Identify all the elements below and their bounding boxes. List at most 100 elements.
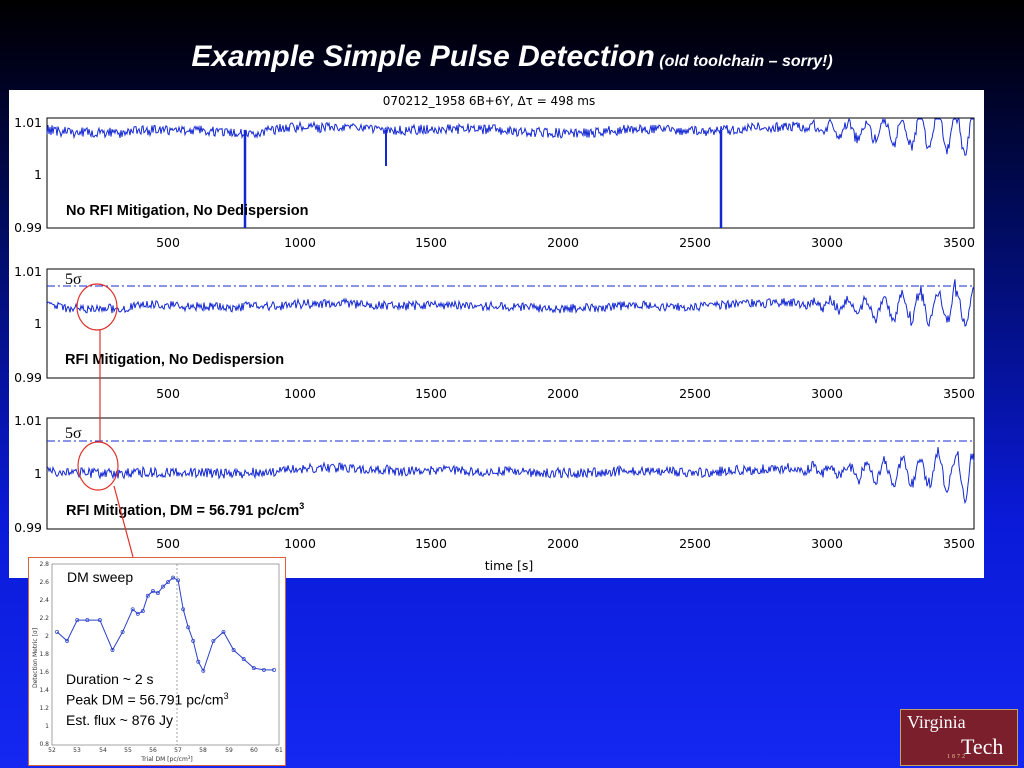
callout-circle-panel3	[77, 441, 119, 491]
dm-sweep-point	[130, 607, 135, 612]
dm-sweep-inset: 2.8 2.6 2.4 2.2 2 1.8 1.6 1.4 1.2 1 0.8 …	[28, 557, 286, 766]
p2-xtick: 1500	[415, 386, 447, 401]
inset-xticks: 52 53 54 55 56 57 58 59 60 61	[48, 747, 283, 754]
logo-virginia: Virginia	[907, 712, 966, 732]
dm-sweep-point	[85, 618, 90, 623]
inset-ytick: 1.2	[39, 705, 49, 712]
sigma-symbol: σ	[73, 425, 82, 442]
inset-peak-dm-text: Peak DM = 56.791 pc/cm	[66, 691, 224, 708]
inset-ytick: 1.6	[39, 669, 49, 676]
inset-xtick: 55	[124, 747, 132, 754]
threshold-label-panel2: 5σ	[65, 271, 82, 289]
p3-xtick: 2000	[547, 536, 579, 551]
inset-ytick: 2.6	[39, 579, 49, 586]
dm-sweep-point	[231, 648, 236, 652]
p2-xtick: 2500	[679, 386, 711, 401]
threshold-num: 5	[65, 271, 73, 288]
p1-ytick-mid: 1	[34, 167, 42, 182]
trace-group	[46, 117, 975, 505]
figure-canvas: 070212_1958 6B+6Y, Δτ = 498 ms 1.01 1 0.…	[14, 94, 975, 573]
panel2-frame	[46, 268, 975, 379]
callout-link-to-inset	[113, 485, 134, 558]
inset-xtick: 52	[48, 747, 56, 754]
p2-xticks: 500 1000 1500 2000 2500 3000 3500	[156, 386, 975, 401]
inset-ytick: 1.4	[39, 687, 49, 694]
p3-ytick-mid: 1	[34, 466, 42, 481]
inset-xtick: 60	[250, 747, 258, 754]
dm-sweep-point	[120, 629, 125, 634]
dm-sweep-point	[196, 659, 201, 664]
inset-peak-dm-sup: 3	[223, 691, 229, 701]
inset-y-label: Detection Metric [σ]	[32, 628, 39, 688]
p1-xtick: 3000	[811, 235, 843, 250]
inset-xtick: 57	[174, 747, 182, 754]
inset-ytick: 1.8	[39, 651, 49, 658]
p3-ytick-bot: 0.99	[14, 520, 42, 535]
inset-x-label: Trial DM [pc/cm3]	[140, 755, 192, 763]
trace-panel2	[46, 279, 975, 328]
p2-xtick: 1000	[284, 386, 316, 401]
threshold-num: 5	[65, 425, 73, 442]
p3-xtick: 1000	[284, 536, 316, 551]
x-axis-label: time [s]	[485, 558, 533, 573]
dm-sweep-point	[221, 629, 226, 634]
dm-sweep-chart: 2.8 2.6 2.4 2.2 2 1.8 1.6 1.4 1.2 1 0.8 …	[32, 561, 283, 763]
p1-xtick: 2000	[547, 235, 579, 250]
dm-sweep-point	[241, 657, 246, 661]
p1-ytick-top: 1.01	[14, 115, 42, 130]
panel3-label: RFI Mitigation, DM = 56.791 pc/cm3	[66, 501, 304, 519]
inset-xtick: 56	[149, 747, 157, 754]
p1-xtick: 3500	[943, 235, 975, 250]
dm-sweep-point	[145, 593, 150, 598]
title-main: Example Simple Pulse Detection	[191, 40, 655, 73]
dm-sweep-point	[110, 648, 115, 652]
dm-sweep-point	[161, 584, 165, 589]
panel1-frame	[46, 117, 975, 229]
inset-xtick: 54	[99, 747, 107, 754]
dm-sweep-point	[211, 638, 216, 643]
inset-ytick: 0.8	[39, 741, 49, 748]
threshold-label-panel3: 5σ	[65, 425, 82, 443]
virginia-tech-logo: Virginia Tech 1872	[900, 709, 1018, 766]
inset-peak-dm: Peak DM = 56.791 pc/cm3	[66, 691, 229, 708]
dm-sweep-point	[191, 638, 196, 643]
inset-duration: Duration ~ 2 s	[66, 671, 154, 687]
dm-sweep-point	[201, 668, 206, 673]
dm-sweep-point	[272, 667, 276, 672]
dm-sweep-point	[251, 666, 256, 671]
dm-sweep-point	[155, 591, 160, 595]
inset-heading: DM sweep	[67, 569, 134, 585]
dm-sweep-point	[176, 578, 181, 583]
panel3-label-text: RFI Mitigation, DM = 56.791 pc/cm	[66, 502, 300, 519]
p2-xtick: 3000	[811, 386, 843, 401]
inset-x-label-sup: 3	[188, 755, 191, 760]
p1-xtick: 1500	[415, 235, 447, 250]
dm-sweep-point	[65, 638, 70, 643]
p3-xtick: 3000	[811, 536, 843, 551]
p2-ytick-mid: 1	[34, 316, 42, 331]
inset-x-label-text: Trial DM [pc/cm	[140, 756, 188, 763]
dm-sweep-points	[55, 575, 276, 673]
dm-sweep-point	[135, 611, 140, 616]
panel2-label: RFI Mitigation, No Dedispersion	[65, 352, 285, 368]
logo-year: 1872	[947, 754, 967, 760]
panel1-label: No RFI Mitigation, No Dedispersion	[66, 203, 309, 219]
dm-sweep-point	[55, 629, 59, 634]
inset-xtick: 58	[199, 747, 207, 754]
trace-panel3	[46, 447, 975, 505]
slide-title: Example Simple Pulse Detection (old tool…	[0, 40, 1024, 74]
inset-ytick: 2	[45, 633, 49, 640]
dm-sweep-point	[261, 667, 266, 672]
dm-sweep-point	[181, 607, 186, 612]
inset-ytick: 2.8	[39, 561, 49, 568]
dm-sweep-point	[97, 618, 102, 623]
logo-tech: Tech	[961, 734, 1004, 759]
p3-xtick: 500	[156, 536, 180, 551]
dm-sweep-point	[171, 575, 176, 580]
p1-xticks: 500 1000 1500 2000 2500 3000 3500	[156, 235, 975, 250]
inset-yticks: 2.8 2.6 2.4 2.2 2 1.8 1.6 1.4 1.2 1 0.8	[39, 561, 49, 748]
p2-xtick: 2000	[547, 386, 579, 401]
p2-xtick: 3500	[943, 386, 975, 401]
inset-ytick: 2.4	[39, 597, 49, 604]
dm-sweep-point	[166, 580, 170, 585]
